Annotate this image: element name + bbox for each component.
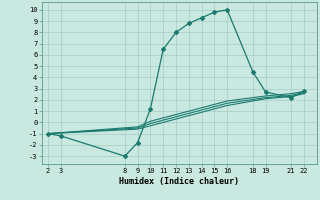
X-axis label: Humidex (Indice chaleur): Humidex (Indice chaleur) bbox=[119, 177, 239, 186]
